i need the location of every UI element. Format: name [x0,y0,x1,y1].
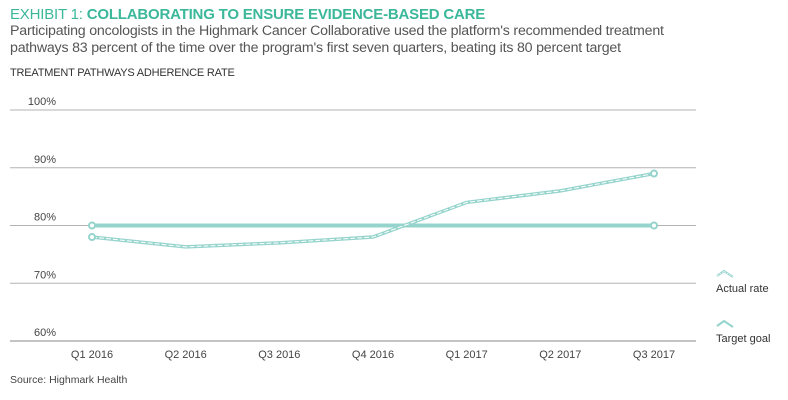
y-tick-labels: 60% 70% 80% 90% 100% [28,96,56,339]
y-tick-label: 100% [28,96,56,108]
target-goal-legend-icon [717,321,733,327]
legend-label: Actual rate [716,283,769,295]
actual-rate-line [92,174,654,247]
actual-rate-point [651,171,657,177]
target-goal-point [651,223,657,229]
x-tick-label: Q1 2017 [446,349,488,361]
source-note: Source: Highmark Health [10,374,127,386]
y-tick-label: 60% [34,327,56,339]
y-tick-label: 70% [34,269,56,281]
series-lines [89,171,657,247]
y-tick-label: 90% [34,154,56,166]
x-tick-label: Q2 2017 [539,349,581,361]
x-tick-label: Q4 2016 [352,349,394,361]
x-tick-label: Q2 2016 [165,349,207,361]
x-tick-label: Q3 2017 [633,349,675,361]
legend-label: Target goal [716,333,770,345]
x-tick-label: Q1 2016 [71,349,113,361]
x-tick-labels: Q1 2016 Q2 2016 Q3 2016 Q4 2016 Q1 2017 Q2 20… [71,349,675,361]
legend: Actual rate Target goal [716,271,770,345]
y-tick-label: 80% [34,212,56,224]
actual-rate-point [89,234,95,240]
target-goal-point [89,223,95,229]
x-tick-label: Q3 2016 [258,349,300,361]
